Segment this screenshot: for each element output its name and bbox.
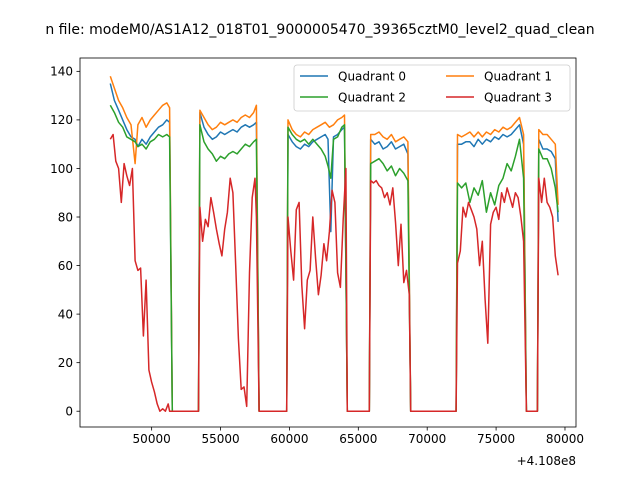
y-tick-label: 40 <box>58 307 73 321</box>
legend: Quadrant 0 Quadrant 1 Quadrant 2 Quadrant 3 <box>293 64 571 112</box>
y-tick-label: 0 <box>65 405 73 419</box>
y-tick-label: 120 <box>50 113 73 127</box>
series-line-2 <box>109 104 559 412</box>
y-tick-label: 100 <box>50 162 73 176</box>
y-tick-label: 20 <box>58 356 73 370</box>
x-tick-label: 65000 <box>339 432 377 446</box>
series-layer <box>109 75 559 412</box>
y-tick-label: 80 <box>58 210 73 224</box>
x-tick-label: 55000 <box>201 432 239 446</box>
y-axis: 0 20 40 60 80 100 120 140 <box>50 65 80 419</box>
x-axis: 50000 55000 60000 65000 70000 75000 80000 <box>133 427 584 446</box>
y-tick-label: 140 <box>50 65 73 79</box>
plot-frame <box>79 57 577 428</box>
series-line-3 <box>109 133 559 412</box>
legend-label-0: Quadrant 0 <box>338 69 406 83</box>
legend-label-3: Quadrant 3 <box>484 90 552 104</box>
y-tick-label: 60 <box>58 259 73 273</box>
legend-frame <box>293 64 571 112</box>
x-tick-label: 60000 <box>270 432 308 446</box>
x-tick-label: 80000 <box>546 432 584 446</box>
legend-label-2: Quadrant 2 <box>338 90 406 104</box>
x-tick-label: 70000 <box>408 432 446 446</box>
x-tick-label: 50000 <box>133 432 171 446</box>
legend-label-1: Quadrant 1 <box>484 69 552 83</box>
series-line-1 <box>109 75 559 412</box>
series-line-0 <box>109 83 559 412</box>
x-offset-label: +4.108e8 <box>517 454 576 468</box>
x-tick-label: 75000 <box>477 432 515 446</box>
chart-title: n file: modeM0/AS1A12_018T01_9000005470_… <box>45 22 594 38</box>
